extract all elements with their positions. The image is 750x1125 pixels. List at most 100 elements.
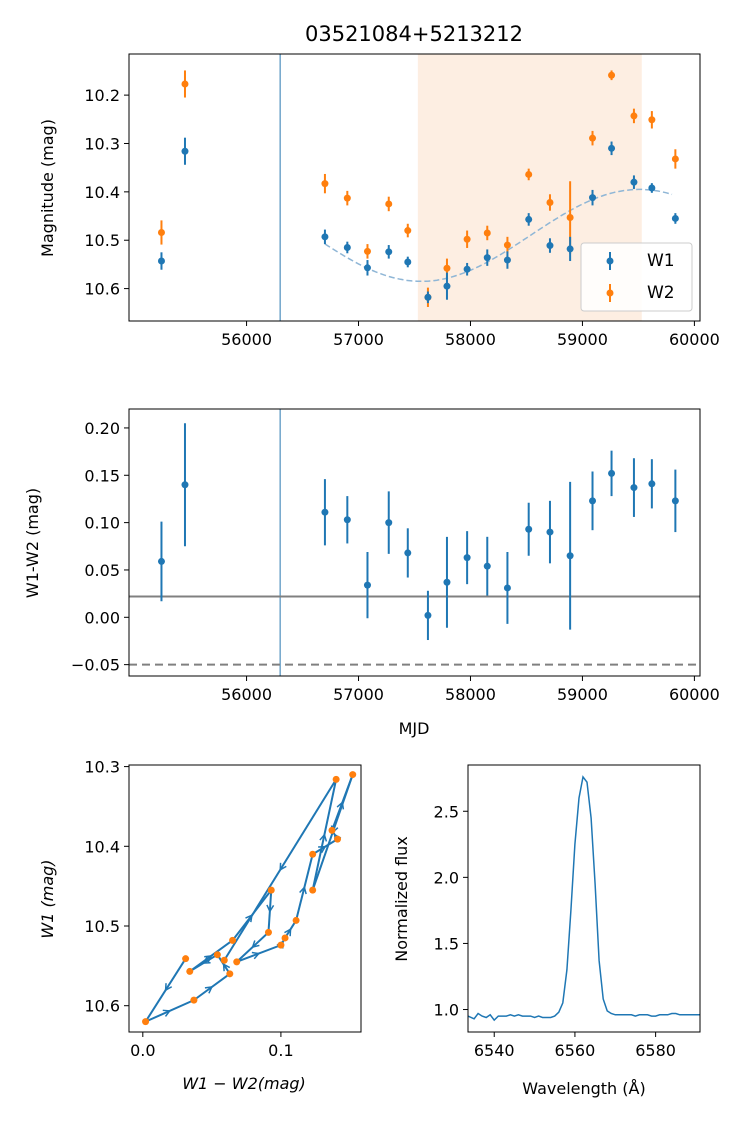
panel-2-x-tick-label: 59000 — [557, 685, 608, 704]
panel-1-w1-point — [443, 282, 451, 290]
panel-3-direction-arrow — [222, 962, 231, 972]
panel-2-y-tick-label: 0.00 — [84, 608, 120, 627]
panel-1-w2-point — [443, 264, 451, 272]
panel-3-direction-arrow — [204, 954, 213, 963]
panel-3-point — [334, 835, 342, 843]
panel-3-y-tick-label: 10.3 — [84, 758, 120, 777]
panel-1-w2-point — [503, 241, 511, 249]
panel-2-x-tick-label: 57000 — [333, 685, 384, 704]
panel-2-y-tick-label: 0.20 — [84, 419, 120, 438]
panel-1-w2-point — [546, 198, 554, 206]
panel-2-color-point — [608, 469, 616, 477]
panel-2-plot-area — [129, 409, 700, 676]
panel-3-point — [233, 958, 241, 966]
panel-1-w1-point — [463, 265, 471, 273]
panel-4-spectrum-line — [468, 775, 700, 1022]
legend-box — [580, 242, 693, 312]
panel-3-point — [281, 934, 289, 942]
panel-1-x-tick-label: 57000 — [333, 330, 384, 349]
panel-1-w1-point — [321, 233, 329, 241]
panel-1-x-tick-label: 58000 — [445, 330, 496, 349]
panel-1-y-tick-label: 10.5 — [84, 231, 120, 250]
panel-2-xlabel: MJD — [399, 719, 430, 738]
panel-3-xlabel: W1 − W2(mag) — [182, 1074, 306, 1093]
panel-1-w2-point — [321, 180, 329, 188]
panel-1-w1-point — [157, 257, 165, 265]
panel-1-x-tick-label: 59000 — [557, 330, 608, 349]
panel-4-y-tick-label: 1.5 — [434, 934, 459, 953]
panel-1-w1-point — [525, 215, 533, 223]
panel-3-direction-arrow — [299, 885, 307, 895]
panel-2-color-point — [503, 584, 511, 592]
panel-1-w2-point — [566, 213, 574, 221]
panel-1-w2-point — [589, 134, 597, 142]
panel-1-w2-point — [608, 71, 616, 79]
panel-3-y-tick-label: 10.5 — [84, 917, 120, 936]
panel-3-direction-arrow — [279, 862, 287, 872]
panel-3-point — [349, 771, 357, 779]
panel-4-x-tick-label: 6560 — [555, 1041, 596, 1060]
panel-2-color-point — [343, 516, 351, 524]
panel-1-y-tick-label: 10.4 — [84, 183, 120, 202]
panel-2-y-tick-label: −0.05 — [71, 656, 120, 675]
panel-1-w1-point — [424, 293, 432, 301]
panel-2-color-point — [385, 519, 393, 527]
panel-1-w1-point — [671, 214, 679, 222]
panel-2-y-tick-label: 0.10 — [84, 514, 120, 533]
panel-2-color-point — [566, 552, 574, 560]
panel-3-point — [229, 936, 237, 944]
panel-4-x-tick-label: 6580 — [635, 1041, 676, 1060]
panel-2-y-tick-label: 0.05 — [84, 561, 120, 580]
panel-1-w1-point — [181, 147, 189, 155]
legend-w1-marker — [606, 252, 614, 270]
panel-1-w1-point — [648, 184, 656, 192]
panel-1-y-tick-label: 10.3 — [84, 134, 120, 153]
legend-w1-dot — [606, 257, 614, 265]
panel-2-color-point — [483, 562, 491, 570]
panel-1-w1-point — [363, 264, 371, 272]
panel-1-w2-point — [648, 116, 656, 124]
panel-1-w2-point — [463, 235, 471, 243]
panel-2-color-point — [463, 554, 471, 562]
panel-2-color-point — [157, 557, 165, 565]
panel-1-w2-point — [671, 155, 679, 163]
panel-1-w2-point — [630, 112, 638, 120]
panel-1-w2-point — [385, 200, 393, 208]
panel-3-y-tick-label: 10.4 — [84, 837, 120, 856]
panel-1-title: 03521084+5213212 — [305, 22, 523, 46]
panel-1-w1-point — [483, 254, 491, 262]
panel-2-x-tick-label: 58000 — [445, 685, 496, 704]
panel-3-point — [186, 967, 194, 975]
panel-1-w1-point — [630, 178, 638, 186]
panel-1-w2-point — [181, 80, 189, 88]
panel-1-w1-point — [385, 248, 393, 256]
panel-2-color-point — [546, 528, 554, 536]
panel-1-w1-point — [503, 256, 511, 264]
panel-3-direction-arrow — [164, 983, 173, 992]
panel-2-color-point — [404, 549, 412, 557]
panel-3-direction-arrow — [284, 927, 292, 937]
panel-3-point — [213, 951, 221, 959]
panel-4-frame — [467, 764, 701, 1033]
panel-3-point — [309, 850, 317, 858]
panel-4-x-tick-label: 6540 — [474, 1041, 515, 1060]
panel-3-point — [277, 941, 285, 949]
panel-4-y-tick-label: 1.0 — [434, 1001, 459, 1020]
panel-1-plot-area — [157, 54, 679, 321]
panel-2-color-point — [671, 497, 679, 505]
panel-3-x-tick-label: 0.0 — [130, 1041, 155, 1060]
panel-3-direction-arrow — [318, 845, 327, 854]
panel-3-point — [142, 1018, 150, 1026]
panel-2-y-tick-label: 0.15 — [84, 466, 120, 485]
panel-1-w2-point — [404, 227, 412, 235]
panel-3-direction-arrow — [251, 940, 260, 949]
panel-2-x-tick-label: 60000 — [669, 685, 720, 704]
panel-3-point — [267, 886, 275, 894]
panel-2-color-point — [443, 578, 451, 586]
panel-2-color-point — [525, 525, 533, 533]
panel-1-y-tick-label: 10.6 — [84, 280, 120, 299]
panel-2-color-point — [630, 484, 638, 492]
legend-w1-label: W1 — [647, 251, 675, 271]
panel-3-point — [220, 956, 228, 964]
legend-w2-label: W2 — [647, 283, 675, 303]
